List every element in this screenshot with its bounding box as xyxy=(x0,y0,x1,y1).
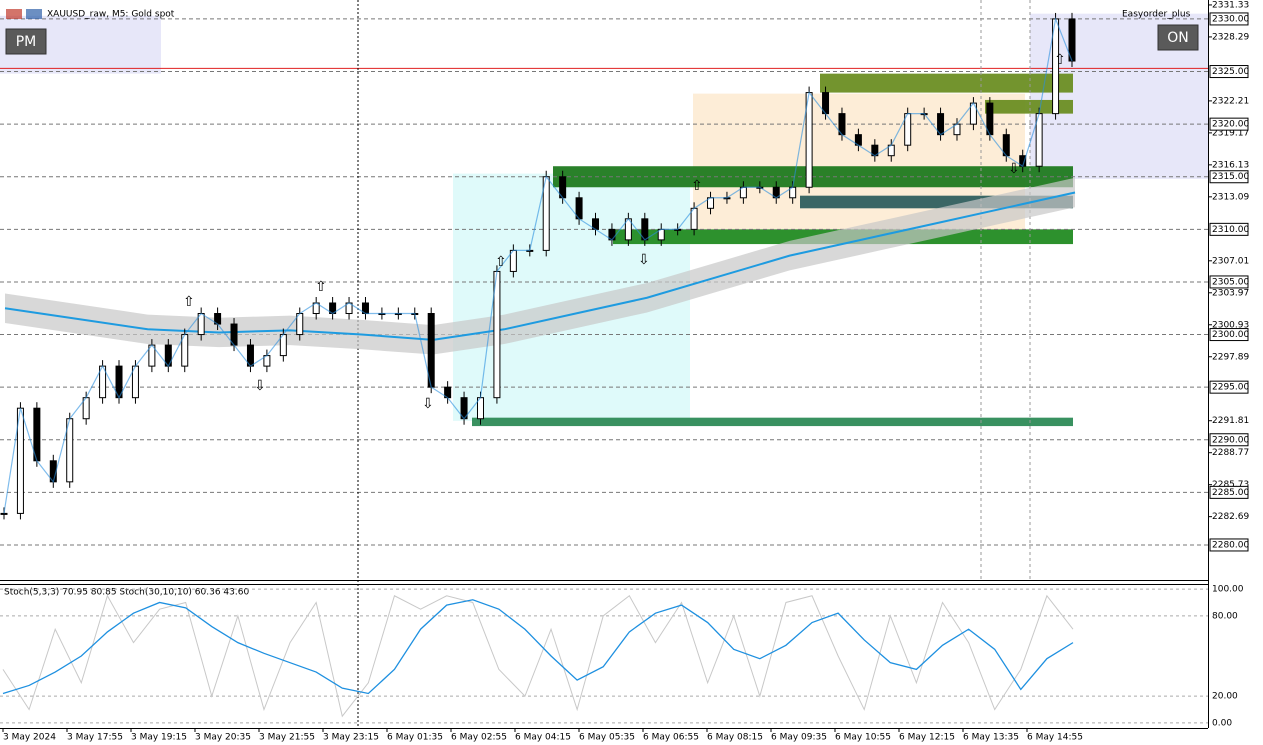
price-tick-label: 2291.81 xyxy=(1212,416,1249,426)
zone xyxy=(985,99,1073,114)
price-tick-label: 2297.89 xyxy=(1212,352,1249,362)
zigzag xyxy=(3,16,1073,514)
down-arrow: ⇩ xyxy=(422,396,434,412)
stoch-fast xyxy=(2,594,1074,718)
level-label: 2310.00 xyxy=(1212,225,1249,235)
level-label-box xyxy=(1209,485,1249,499)
time-label: 6 May 06:55 xyxy=(643,733,699,743)
down-arrow: ⇩ xyxy=(1008,161,1020,177)
level-label-box xyxy=(1209,12,1249,26)
candle-body xyxy=(0,512,8,515)
time-label: 6 May 02:55 xyxy=(451,733,507,743)
level-label-box xyxy=(1209,538,1249,552)
level-label: 2330.00 xyxy=(1212,14,1249,24)
level-label-box xyxy=(1209,328,1249,342)
price-tick-label: 2285.73 xyxy=(1212,480,1249,490)
chart-icon xyxy=(26,9,42,19)
level-label: 2285.00 xyxy=(1212,488,1249,498)
pm-button[interactable]: PM xyxy=(5,28,47,55)
time-label: 6 May 05:35 xyxy=(579,733,635,743)
time-label: 3 May 21:55 xyxy=(259,733,315,743)
price-tick-label: 2322.21 xyxy=(1212,96,1249,106)
time-label: 3 May 19:15 xyxy=(131,733,187,743)
stoch-label: Stoch(5,3,3) 70.95 80.85 Stoch(30,10,10)… xyxy=(4,588,249,598)
price-tick-label: 2300.93 xyxy=(1212,320,1249,330)
down-arrow: ⇩ xyxy=(254,378,266,394)
pm-button-bg[interactable] xyxy=(5,28,47,55)
level-label-box xyxy=(1209,170,1249,184)
stoch-tick-label: 80.00 xyxy=(1212,611,1238,621)
on-button-label[interactable]: ON xyxy=(1167,30,1189,46)
level-label: 2295.00 xyxy=(1212,383,1249,393)
time-label: 3 May 20:35 xyxy=(195,733,251,743)
level-label: 2325.00 xyxy=(1212,67,1249,77)
zones xyxy=(0,13,1208,427)
price-tick-label: 2303.97 xyxy=(1212,288,1249,298)
ma-line xyxy=(4,191,1076,341)
stoch-slow xyxy=(2,599,1074,695)
stoch-tick-label: 100.00 xyxy=(1212,585,1244,595)
level-label: 2290.00 xyxy=(1212,435,1249,445)
level-label: 2300.00 xyxy=(1212,330,1249,340)
zone xyxy=(820,73,1073,93)
zone xyxy=(472,417,1073,427)
price-tick-label: 2313.09 xyxy=(1212,192,1249,202)
level-label: 2320.00 xyxy=(1212,120,1249,130)
price-tick-label: 2316.13 xyxy=(1212,160,1249,170)
grid: 2331.33 2328.29 2322.21 2319.17 2316.13 2313.… xyxy=(0,0,1249,552)
level-label: 2305.00 xyxy=(1212,277,1249,287)
plot xyxy=(0,12,1076,520)
time-label: 6 May 12:15 xyxy=(899,733,955,743)
time-label: 6 May 04:15 xyxy=(515,733,571,743)
up-arrow: ⇧ xyxy=(691,178,703,194)
time-label: 6 May 08:15 xyxy=(707,733,763,743)
up-arrow: ⇧ xyxy=(315,279,327,295)
price-tick-label: 2328.29 xyxy=(1212,32,1249,42)
price-tick-label: 2288.77 xyxy=(1212,448,1249,458)
level-label: 2280.00 xyxy=(1212,540,1249,550)
stoch-tick-label: 0.00 xyxy=(1212,718,1232,728)
pm-button-label[interactable]: PM xyxy=(16,34,37,50)
level-label-box xyxy=(1209,117,1249,131)
symbol-title: XAUUSD_raw, M5: Gold spot xyxy=(47,10,175,20)
ma-band xyxy=(5,177,1075,355)
level-label-box xyxy=(1209,222,1249,236)
zigzag-arrows: ⇧ ⇧ ⇧ ⇧ ⇧ ⇩ ⇩ ⇩ ⇩ xyxy=(183,52,1066,412)
down-arrow: ⇩ xyxy=(638,252,650,268)
level-label-box xyxy=(1209,380,1249,394)
stoch-tick-label: 20.00 xyxy=(1212,692,1238,702)
on-button[interactable]: ON xyxy=(1157,24,1199,51)
expert-name: Easyorder_plus xyxy=(1122,10,1191,20)
time-label: 6 May 09:35 xyxy=(771,733,827,743)
time-label: 3 May 23:15 xyxy=(323,733,379,743)
time-label: 6 May 13:35 xyxy=(963,733,1019,743)
time-label: 6 May 10:55 xyxy=(835,733,891,743)
time-label: 3 May 17:55 xyxy=(67,733,123,743)
price-tick-label: 2282.69 xyxy=(1212,512,1249,522)
up-arrow: ⇧ xyxy=(495,254,507,270)
price-tick-label: 2331.33 xyxy=(1212,0,1249,10)
chart-icon xyxy=(6,9,22,19)
price-tick-label: 2319.17 xyxy=(1212,128,1249,138)
time-label: 6 May 01:35 xyxy=(387,733,443,743)
on-button-bg[interactable] xyxy=(1157,24,1199,51)
level-label-box xyxy=(1209,433,1249,447)
up-arrow: ⇧ xyxy=(1054,52,1066,68)
level-label-box xyxy=(1209,65,1249,79)
time-label: 6 May 14:55 xyxy=(1027,733,1083,743)
price-tick-label: 2307.01 xyxy=(1212,256,1249,266)
level-label-box xyxy=(1209,275,1249,289)
up-arrow: ⇧ xyxy=(183,294,195,310)
time-label: 3 May 2024 xyxy=(3,733,56,743)
level-label: 2315.00 xyxy=(1212,172,1249,182)
